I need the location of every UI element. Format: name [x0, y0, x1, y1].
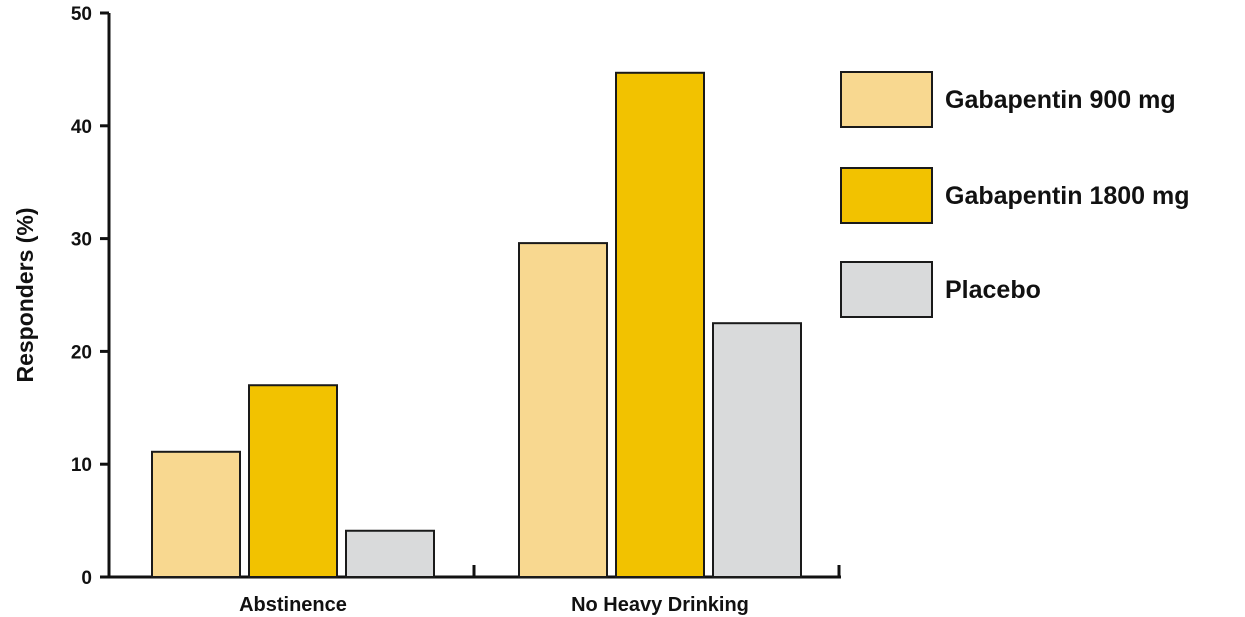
y-tick-label: 50	[71, 4, 92, 25]
x-ticks	[472, 565, 841, 577]
y-tick-label: 40	[71, 117, 92, 138]
y-tick-label: 30	[71, 230, 92, 251]
bar-gabapentin-900-mg-no-heavy-drinking	[518, 242, 608, 578]
y-tick-label: 10	[71, 455, 92, 476]
category-label: Abstinence	[239, 594, 347, 616]
bar-gabapentin-900-mg-abstinence	[151, 450, 241, 578]
bars	[151, 71, 802, 579]
legend-label: Gabapentin 900 mg	[945, 86, 1176, 114]
category-label: No Heavy Drinking	[571, 594, 749, 616]
bar-placebo-no-heavy-drinking	[712, 322, 802, 579]
bar-placebo-abstinence	[345, 529, 435, 579]
legend-label: Placebo	[945, 276, 1041, 304]
y-tick-label: 0	[81, 568, 92, 589]
y-axis-title: Responders (%)	[12, 207, 38, 382]
legend-swatch	[840, 71, 933, 128]
legend-swatch	[840, 261, 933, 318]
legend-label: Gabapentin 1800 mg	[945, 182, 1190, 210]
y-ticks: 0 10 20 30 40 50	[71, 4, 109, 589]
legend: Gabapentin 900 mg Gabapentin 1800 mg Place…	[840, 71, 1190, 318]
bar-gabapentin-1800-mg-abstinence	[248, 384, 338, 578]
y-tick-label: 20	[71, 342, 92, 363]
bar-gabapentin-1800-mg-no-heavy-drinking	[615, 71, 705, 578]
legend-swatch	[840, 167, 933, 224]
category-labels: Abstinence No Heavy Drinking	[239, 594, 749, 616]
